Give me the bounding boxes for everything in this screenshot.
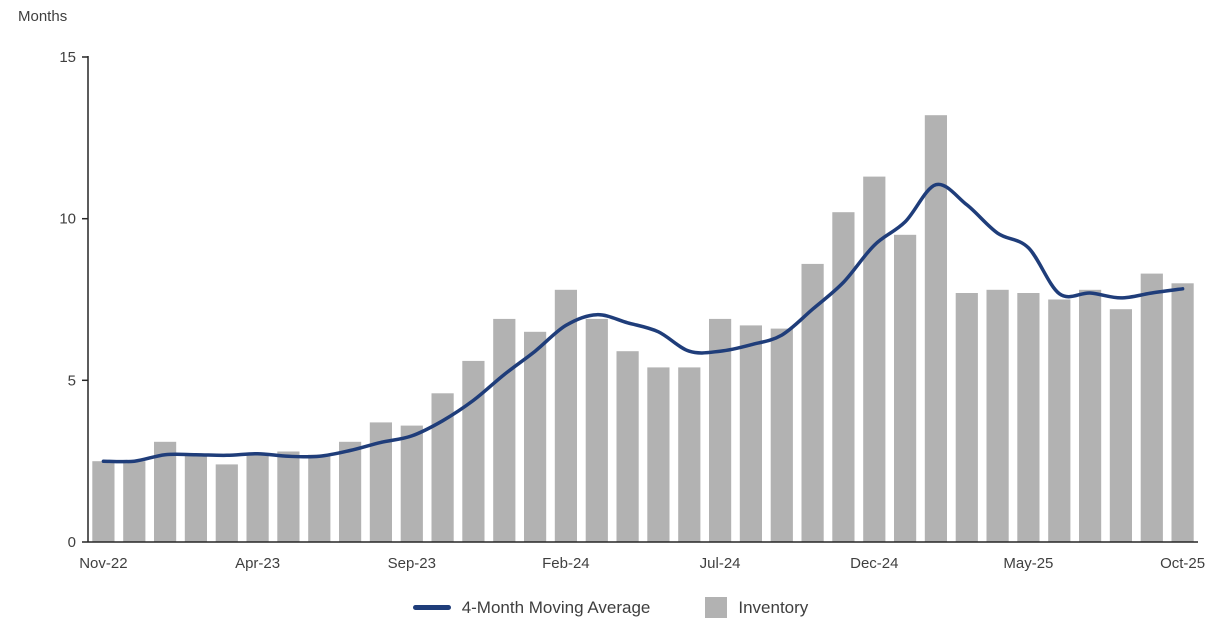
x-tick-label: Feb-24 <box>542 555 590 572</box>
inventory-bar <box>924 115 947 542</box>
legend-label-inventory: Inventory <box>738 597 809 617</box>
inventory-bar <box>92 461 115 542</box>
x-tick-label: May-25 <box>1003 555 1053 572</box>
inventory-bar <box>1140 273 1163 542</box>
legend-item-moving-average: 4-Month Moving Average <box>412 597 651 618</box>
inventory-bar <box>554 289 577 542</box>
inventory-bar <box>1017 293 1040 542</box>
inventory-bar <box>462 360 485 542</box>
inventory-bar <box>369 422 392 542</box>
inventory-bar <box>246 454 269 542</box>
inventory-bar <box>154 441 177 542</box>
y-tick-label: 15 <box>59 49 76 66</box>
y-tick-label: 10 <box>59 211 76 228</box>
inventory-bar <box>894 234 917 543</box>
y-axis-title: Months <box>18 8 68 25</box>
inventory-bar <box>678 367 701 542</box>
inventory-bar <box>123 461 146 542</box>
legend-item-inventory: Inventory <box>705 597 808 618</box>
inventory-bar <box>431 393 454 542</box>
inventory-bar <box>308 454 331 542</box>
x-tick-label: Sep-23 <box>388 555 436 572</box>
inventory-bar <box>770 328 793 542</box>
x-tick-label: Dec-24 <box>850 555 898 572</box>
inventory-bar <box>1171 283 1194 542</box>
chart-legend: 4-Month Moving Average Inventory <box>0 597 1221 618</box>
inventory-bar <box>955 293 978 542</box>
inventory-bar <box>863 176 886 542</box>
inventory-bar <box>647 367 670 542</box>
x-tick-label: Jul-24 <box>700 555 741 572</box>
y-tick-label: 5 <box>68 372 76 389</box>
inventory-bar <box>986 289 1009 542</box>
inventory-months-chart: 0 5 10 15 Nov-22 Apr-23 Sep-23 Feb-24 Jul-24 Dec-… <box>59 49 1205 572</box>
y-tick-label: 0 <box>68 534 76 551</box>
inventory-bar <box>709 318 732 542</box>
inventory-bar <box>801 263 824 542</box>
x-tick-label: Oct-25 <box>1160 555 1205 572</box>
inventory-bar <box>493 318 516 542</box>
moving-average-line-swatch-icon <box>412 605 451 610</box>
inventory-bar <box>215 464 238 542</box>
x-tick-label: Apr-23 <box>235 555 280 572</box>
inventory-bar <box>184 454 207 542</box>
inventory-bar <box>400 425 423 542</box>
inventory-bar <box>339 441 362 542</box>
inventory-bar <box>277 451 300 542</box>
moving-average-line <box>101 182 1185 464</box>
x-tick-label: Nov-22 <box>79 555 127 572</box>
inventory-bar <box>1109 309 1132 542</box>
inventory-bar <box>616 351 639 542</box>
legend-label-moving-average: 4-Month Moving Average <box>461 597 651 617</box>
inventory-bar <box>524 331 547 542</box>
inventory-bar <box>832 212 855 542</box>
inventory-bar <box>739 325 762 542</box>
inventory-bar <box>1048 299 1071 542</box>
inventory-bar <box>1079 289 1102 542</box>
inventory-bar <box>585 318 608 542</box>
inventory-bar-swatch-icon <box>705 597 728 618</box>
